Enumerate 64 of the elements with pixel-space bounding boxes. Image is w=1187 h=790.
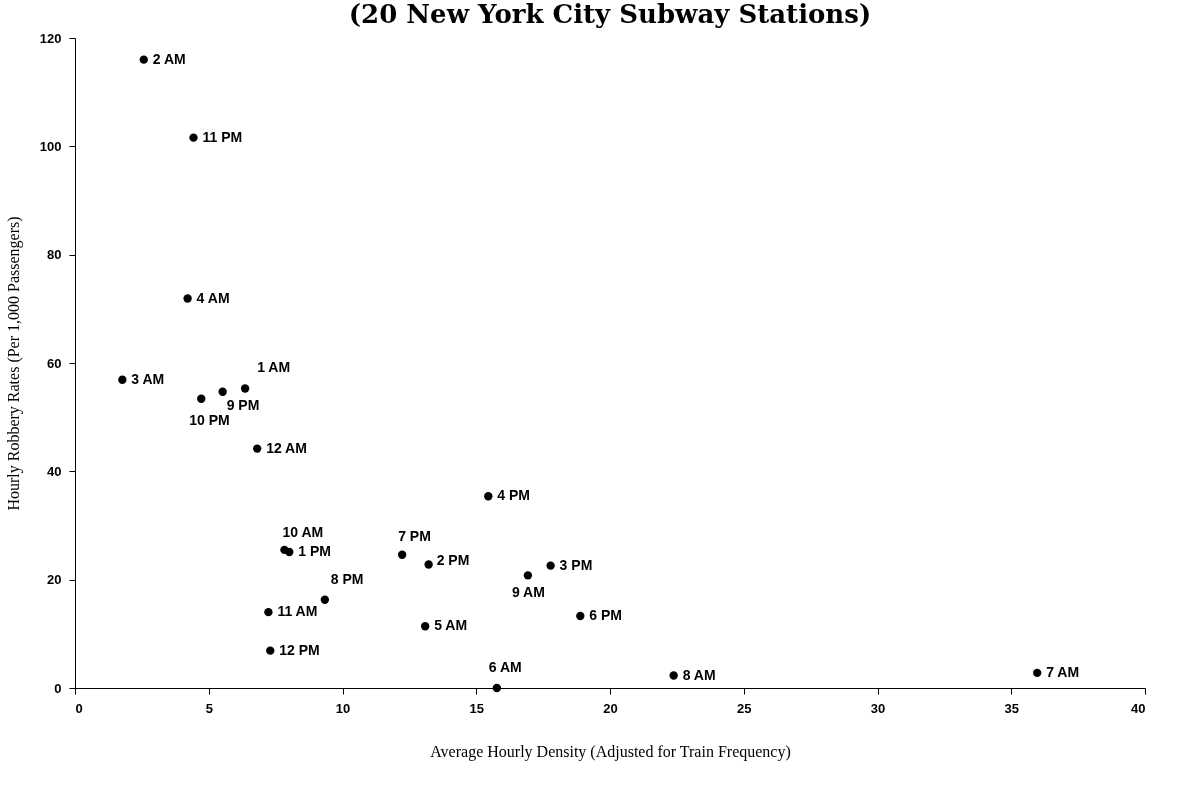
point [492, 683, 502, 693]
annotation: 2 AM [152, 50, 186, 67]
point [320, 595, 330, 604]
point [240, 384, 250, 393]
point [420, 622, 430, 631]
point [523, 571, 533, 580]
point [285, 547, 294, 557]
point [397, 550, 407, 559]
annotation: 12 PM [279, 641, 320, 658]
annotation: 2 PM [436, 551, 470, 568]
annotation: 4 AM [196, 289, 230, 306]
x-tick-label: 10 [335, 700, 351, 716]
annotation: 6 PM [589, 606, 622, 623]
annotation: 7 AM [1046, 663, 1080, 680]
point [424, 560, 433, 569]
chart-title: (20 New York City Subway Stations) [348, 0, 872, 29]
point [118, 375, 127, 384]
y-tick-label: 120 [39, 30, 62, 46]
point [189, 133, 198, 142]
point [669, 671, 678, 680]
annotation: 10 PM [189, 411, 230, 428]
annotation: 1 AM [257, 359, 291, 376]
annotation: 3 PM [559, 556, 593, 573]
point [252, 444, 262, 453]
y-axis-title: Hourly Robbery Rates (Per 1,000 Passengers) [4, 216, 23, 511]
y-tick-label: 40 [47, 463, 62, 479]
annotation: 8 PM [330, 570, 364, 587]
y-tick-label: 60 [47, 355, 62, 371]
x-tick-label: 15 [469, 700, 484, 716]
point [264, 607, 273, 617]
annotation: 7 PM [398, 527, 431, 544]
point [197, 394, 206, 403]
x-tick-label: 25 [737, 700, 752, 716]
annotation: 9 AM [511, 584, 545, 601]
annotation: 1 PM [298, 543, 331, 560]
x-tick-label: 35 [1004, 700, 1019, 716]
annotation: 12 AM [266, 439, 307, 456]
annotation: 11 PM [202, 128, 243, 145]
y-tick-label: 80 [47, 247, 62, 263]
point [218, 387, 227, 396]
annotation: 5 AM [434, 617, 468, 634]
point [484, 492, 493, 501]
annotation: 4 PM [497, 487, 530, 504]
x-tick-label: 30 [870, 700, 886, 716]
annotation: 6 AM [488, 659, 522, 675]
x-tick-label: 0 [75, 700, 83, 716]
x-axis-title: Average Hourly Density (Adjusted for Train Frequency) [430, 742, 791, 761]
annotation: 10 AM [282, 523, 324, 540]
point [576, 611, 585, 621]
x-tick-label: 40 [1131, 700, 1146, 716]
y-tick-label: 100 [39, 138, 62, 154]
point [266, 646, 275, 655]
x-tick-label: 5 [205, 700, 213, 716]
y-tick-label: 20 [47, 572, 62, 588]
y-tick-label: 0 [54, 680, 62, 696]
annotation: 3 AM [131, 370, 165, 387]
annotation: 8 AM [682, 666, 716, 683]
point [1033, 668, 1042, 678]
annotation: 9 PM [226, 396, 260, 413]
point [546, 561, 555, 570]
annotation: 11 AM [277, 603, 318, 620]
point [183, 294, 192, 303]
x-tick-label: 20 [603, 700, 618, 716]
point [139, 55, 148, 64]
